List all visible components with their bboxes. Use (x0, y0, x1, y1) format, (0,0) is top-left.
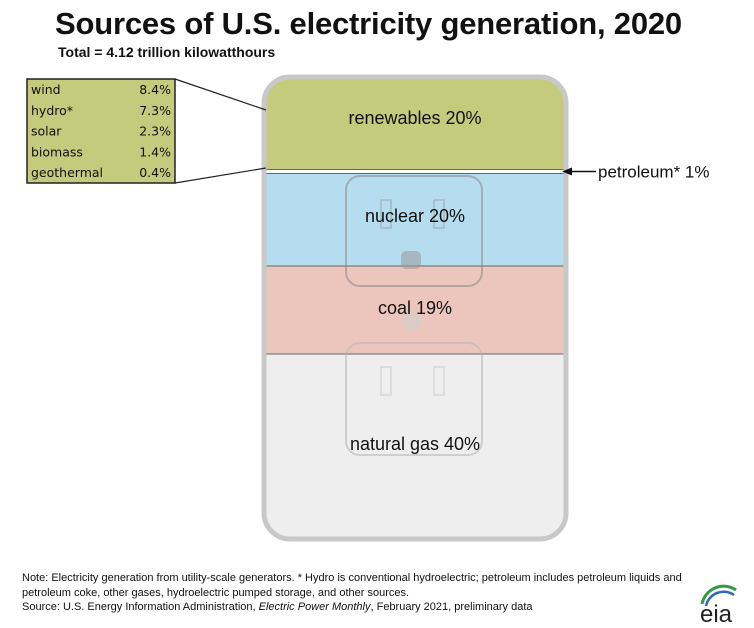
breakdown-box (26, 78, 176, 184)
breakdown-name: hydro* (31, 103, 73, 118)
label-petroleum: petroleum* 1% (598, 163, 710, 182)
band-renewables (264, 77, 566, 170)
footnote: Note: Electricity generation from utilit… (22, 572, 682, 599)
outlet-icon (345, 175, 483, 456)
source-line: Source: U.S. Energy Information Administ… (22, 601, 533, 613)
breakdown-value: 7.3% (139, 103, 171, 118)
source-prefix: Source: U.S. Energy Information Administ… (22, 601, 259, 613)
label-nuclear: nuclear 20% (365, 206, 465, 226)
breakdown-name: biomass (31, 144, 83, 159)
segment-labels: renewables 20% nuclear 20% coal 19% natural… (348, 108, 709, 454)
chart-title: Sources of U.S. electricity generation, … (55, 6, 682, 41)
breakdown-name: wind (31, 82, 61, 97)
label-renewables: renewables 20% (348, 108, 481, 128)
connector-line (174, 167, 267, 184)
chart-subtitle: Total = 4.12 trillion kilowatthours (58, 44, 276, 60)
band-natural-gas (264, 353, 566, 539)
connector-line (174, 78, 267, 111)
source-publication: Electric Power Monthly (258, 601, 371, 613)
outlet-frame (261, 74, 569, 542)
renewables-callout: wind 8.4% hydro* 7.3% solar 2.3% biomass 1.4% ge… (26, 78, 267, 184)
source-suffix: , February 2021, preliminary data (370, 601, 533, 613)
logo-text: eia (700, 601, 733, 626)
breakdown-value: 8.4% (139, 82, 171, 97)
breakdown-value: 2.3% (139, 124, 171, 139)
chart-svg: renewables 20% nuclear 20% coal 19% natural… (26, 74, 710, 542)
petroleum-arrowhead (562, 167, 572, 176)
breakdown-name: geothermal (31, 165, 103, 180)
label-natural-gas: natural gas 40% (350, 434, 480, 454)
band-coal (264, 266, 566, 354)
breakdown-value: 0.4% (139, 165, 171, 180)
stacked-bands (264, 77, 566, 539)
label-coal: coal 19% (378, 298, 452, 318)
eia-logo: eia (700, 584, 737, 626)
band-nuclear (264, 173, 566, 267)
breakdown-value: 1.4% (139, 144, 171, 159)
breakdown-name: solar (31, 124, 62, 139)
band-petroleum (264, 169, 566, 174)
